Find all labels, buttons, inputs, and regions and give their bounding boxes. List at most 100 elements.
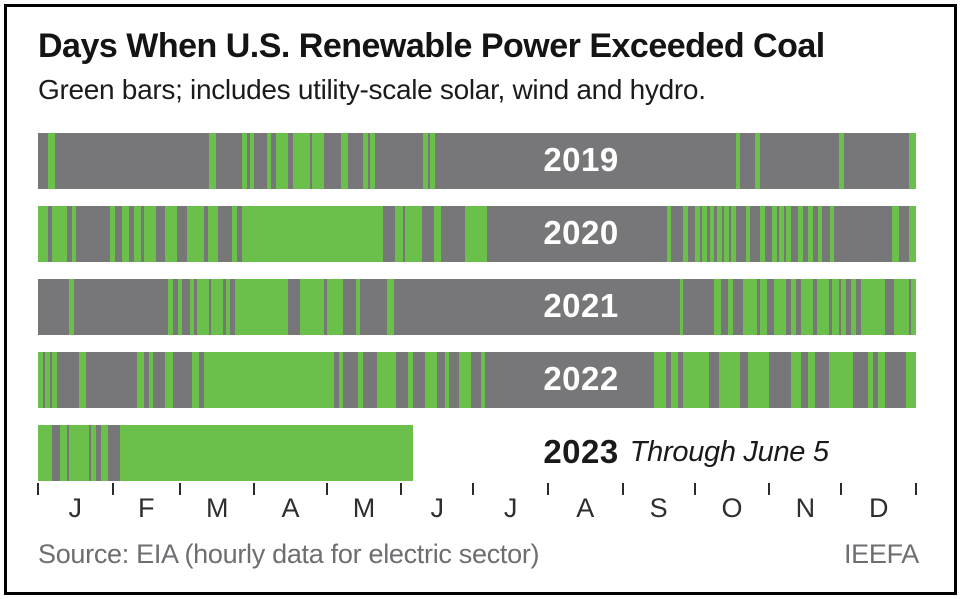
month-tick <box>325 483 328 495</box>
green-day-segment <box>465 206 487 262</box>
green-day-segment <box>133 206 142 262</box>
green-day-segment <box>119 425 414 481</box>
green-day-segment <box>71 206 77 262</box>
green-day-segment <box>38 206 48 262</box>
month-letter-7: J <box>503 493 518 523</box>
green-day-segment <box>38 425 53 481</box>
green-day-segment <box>211 279 224 335</box>
year-row-2021: 2021 <box>38 279 916 335</box>
green-day-segment <box>800 279 813 335</box>
green-day-segment <box>242 133 248 189</box>
month-letter-1: J <box>68 493 83 523</box>
green-day-segment <box>682 352 710 408</box>
green-day-segment <box>52 206 67 262</box>
month-tick <box>178 483 181 495</box>
green-day-segment <box>249 133 255 189</box>
green-day-segment <box>653 352 666 408</box>
green-day-segment <box>908 133 916 189</box>
chart-subtitle: Green bars; includes utility-scale solar… <box>38 74 706 105</box>
green-day-segment <box>109 206 115 262</box>
green-day-segment <box>839 133 844 189</box>
month-letter-2: F <box>137 493 155 523</box>
green-day-segment <box>808 206 813 262</box>
green-day-segment <box>52 352 58 408</box>
green-day-segment <box>45 352 50 408</box>
month-tick <box>472 483 475 495</box>
year-row-2023: 2023 Through June 5 <box>38 425 916 481</box>
green-day-segment <box>292 133 310 189</box>
month-letter-5: M <box>352 493 376 523</box>
green-day-segment <box>276 133 289 189</box>
green-day-segment <box>747 352 770 408</box>
month-tick <box>37 483 39 495</box>
green-day-segment <box>69 279 75 335</box>
green-day-segment <box>241 206 384 262</box>
green-day-segment <box>735 133 741 189</box>
year-row-2019: 2019 <box>38 133 916 189</box>
month-letter-10: O <box>721 493 743 523</box>
green-day-segment <box>38 352 43 408</box>
green-day-segment <box>851 279 856 335</box>
green-day-segment <box>177 279 183 335</box>
green-day-segment <box>779 206 785 262</box>
year-label-2019: 2019 <box>543 141 619 179</box>
green-day-segment <box>189 279 195 335</box>
green-day-segment <box>831 279 839 335</box>
green-day-segment <box>480 352 486 408</box>
year-note: Through June 5 <box>629 435 829 468</box>
green-day-segment <box>877 352 885 408</box>
green-day-segment <box>47 133 55 189</box>
green-day-segment <box>165 352 173 408</box>
green-day-segment <box>196 279 209 335</box>
green-day-segment <box>829 206 835 262</box>
year-label-2021: 2021 <box>543 287 619 325</box>
green-day-segment <box>774 279 787 335</box>
green-day-segment <box>203 352 334 408</box>
green-day-segment <box>355 279 361 335</box>
green-day-segment <box>143 206 156 262</box>
green-day-segment <box>670 352 678 408</box>
green-day-segment <box>713 279 722 335</box>
green-day-segment <box>772 206 777 262</box>
green-day-segment <box>186 206 204 262</box>
green-day-segment <box>867 352 873 408</box>
green-day-segment <box>232 206 238 262</box>
green-day-segment <box>362 133 368 189</box>
green-day-segment <box>326 279 344 335</box>
green-day-segment <box>760 206 765 262</box>
green-day-segment <box>90 425 96 481</box>
green-day-segment <box>69 425 89 481</box>
green-day-segment <box>444 352 450 408</box>
year-bar-track <box>38 279 916 335</box>
green-day-segment <box>908 206 916 262</box>
green-day-segment <box>728 279 734 335</box>
month-tick <box>621 483 624 495</box>
green-day-segment <box>790 279 796 335</box>
year-row-2020: 2020 <box>38 206 916 262</box>
year-bar-track <box>38 133 916 189</box>
green-day-segment <box>702 206 708 262</box>
green-day-segment <box>341 133 349 189</box>
green-day-segment <box>911 279 916 335</box>
green-day-segment <box>59 425 67 481</box>
year-label-2023: 2023 <box>543 433 619 471</box>
green-day-segment <box>433 206 441 262</box>
month-letter-9: S <box>649 493 668 523</box>
green-day-segment <box>786 206 792 262</box>
green-day-segment <box>148 352 154 408</box>
green-day-segment <box>191 352 200 408</box>
green-day-segment <box>683 206 689 262</box>
green-day-segment <box>841 279 847 335</box>
footer: Source: EIA (hourly data for electric se… <box>38 539 919 570</box>
green-day-segment <box>136 352 144 408</box>
month-letter-6: J <box>430 493 445 523</box>
month-letter-12: D <box>868 493 889 523</box>
green-day-segment <box>165 206 178 262</box>
green-day-segment <box>754 133 760 189</box>
green-day-segment <box>798 206 804 262</box>
green-day-segment <box>377 352 397 408</box>
green-day-segment <box>225 279 231 335</box>
month-letter-8: A <box>576 493 595 523</box>
green-day-segment <box>745 206 751 262</box>
